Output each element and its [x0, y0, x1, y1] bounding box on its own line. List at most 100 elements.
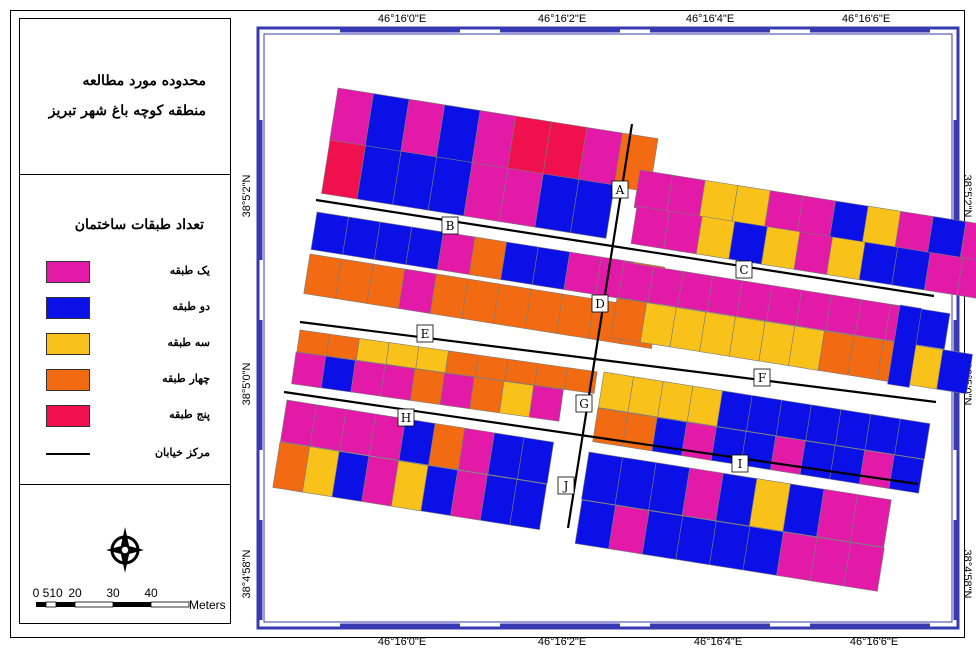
building-parcel: [849, 494, 892, 548]
building-parcel: [829, 445, 866, 485]
building-parcel: [326, 333, 360, 361]
building-parcel: [799, 440, 836, 480]
building-parcel: [894, 418, 931, 460]
building-parcel: [761, 226, 801, 270]
legend-swatch: [46, 261, 90, 283]
building-parcel: [342, 216, 381, 260]
building-parcel: [641, 510, 684, 560]
building-parcel: [956, 257, 976, 301]
graticule-left-label: 38°5'2"N: [241, 175, 253, 218]
building-parcel: [429, 273, 469, 319]
building-parcel: [936, 349, 973, 395]
building-parcel: [528, 385, 564, 422]
graticule-left-label: 38°5'0"N: [241, 363, 253, 406]
building-parcel: [864, 413, 901, 455]
legend-item-street-center: مرکز خیابان: [46, 443, 216, 467]
graticule-left-label: 38°4'58"N: [241, 549, 253, 598]
parcel-block: [329, 87, 659, 193]
building-parcel: [776, 531, 818, 582]
building-parcel: [858, 241, 899, 286]
building-parcel: [499, 380, 535, 418]
building-parcel: [517, 437, 555, 485]
parcel-block: [581, 451, 892, 548]
building-parcel: [385, 342, 420, 369]
svg-text:G: G: [579, 397, 589, 411]
street-label: I: [731, 454, 749, 473]
building-parcel: [855, 299, 892, 341]
title-box: محدوده مورد مطالعه منطقه کوچه باغ شهر تب…: [20, 19, 230, 175]
street-label: C: [735, 260, 753, 279]
building-parcel: [826, 236, 866, 281]
legend-panel: محدوده مورد مطالعه منطقه کوچه باغ شهر تب…: [19, 18, 231, 624]
building-parcel: [310, 211, 349, 255]
building-parcel: [524, 288, 564, 334]
building-parcel: [924, 252, 964, 296]
parcel-block: [280, 399, 555, 485]
building-parcel: [405, 226, 444, 270]
street-label: E: [416, 324, 434, 343]
svg-text:E: E: [421, 327, 430, 341]
scale-tick-label: 10: [49, 586, 63, 600]
parcel-block: [321, 139, 615, 239]
title-line-2: منطقه کوچه باغ شهر تبریز: [48, 103, 206, 119]
building-parcel: [888, 454, 925, 494]
street-centerline: [315, 198, 935, 298]
street-line-symbol: [46, 453, 90, 455]
building-parcel: [608, 504, 650, 555]
building-parcel: [657, 381, 694, 422]
parcel-block: [296, 329, 598, 394]
graticule-top-label: 46°16'4"E: [686, 13, 734, 25]
graticule-right-label: 38°5'2"N: [961, 175, 973, 218]
street-centerline: [283, 390, 919, 486]
building-parcel: [410, 368, 445, 405]
title-line-1: محدوده مورد مطالعه: [82, 73, 206, 89]
street-label: A: [611, 180, 629, 199]
building-parcel: [398, 268, 437, 314]
building-parcel: [598, 371, 634, 413]
legend-item-four-floors: چهار طبقه: [46, 369, 216, 393]
legend-box: تعداد طبقات ساختمان یک طبقه دو طبقه سه ط…: [20, 175, 230, 485]
building-parcel: [474, 354, 509, 382]
building-parcel: [468, 236, 507, 280]
legend-swatch: [46, 405, 90, 427]
legend-heading: تعداد طبقات ساختمان: [74, 217, 204, 233]
building-parcel: [825, 294, 862, 336]
building-parcel: [686, 385, 723, 427]
building-parcel: [716, 390, 753, 432]
scale-tick-label: 40: [144, 586, 158, 600]
legend-swatch: [46, 369, 90, 391]
building-parcel: [835, 409, 872, 451]
street-label: D: [591, 294, 609, 313]
building-parcel: [775, 399, 812, 441]
building-parcel: [415, 346, 449, 374]
parcel-block: [574, 499, 885, 592]
scale-tick-label: 0: [33, 586, 40, 600]
legend-swatch: [46, 297, 90, 319]
building-parcel: [291, 351, 327, 389]
building-parcel: [843, 542, 885, 592]
legend-label: مرکز خیابان: [154, 446, 210, 459]
street-label: J: [557, 476, 575, 495]
legend-item-three-floors: سه طبقه: [46, 333, 216, 357]
graticule-bottom-label: 46°16'2"E: [538, 636, 586, 648]
building-parcel: [891, 246, 931, 291]
scale-unit: Meters: [189, 598, 225, 612]
map-inner-neatline: [263, 33, 953, 623]
parcel-block: [610, 297, 973, 395]
parcel-block: [598, 371, 931, 460]
building-parcel: [746, 395, 783, 437]
legend-label: دو طبقه: [172, 300, 210, 313]
building-parcel: [859, 449, 895, 489]
building-parcel: [570, 179, 615, 239]
building-parcel: [534, 363, 568, 390]
building-parcel: [627, 376, 664, 418]
building-parcel: [303, 253, 342, 299]
scale-tick-label: 20: [68, 586, 82, 600]
graticule-top-label: 46°16'2"E: [538, 13, 586, 25]
legend-label: یک طبقه: [169, 264, 210, 277]
scale-tick-label: 30: [106, 586, 120, 600]
street-label: B: [441, 216, 459, 235]
graticule-bottom-label: 46°16'0"E: [378, 636, 426, 648]
legend-label: چهار طبقه: [162, 372, 210, 385]
